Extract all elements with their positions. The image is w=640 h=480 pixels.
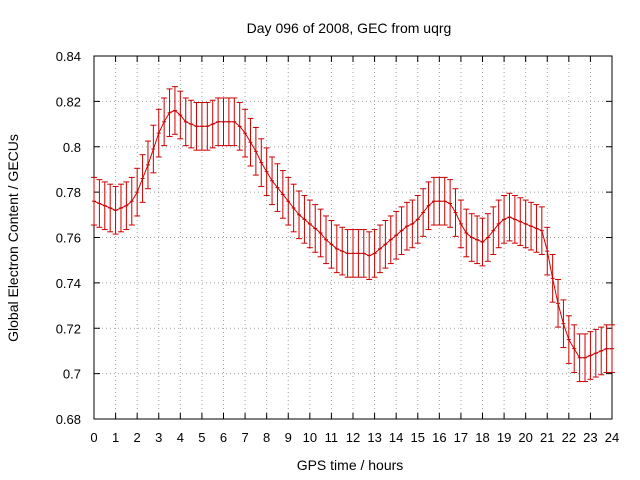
x-tick-label: 17: [454, 430, 468, 445]
x-tick-label: 10: [303, 430, 317, 445]
x-tick-label: 6: [220, 430, 227, 445]
x-tick-label: 23: [583, 430, 597, 445]
x-tick-label: 5: [198, 430, 205, 445]
y-tick-label: 0.84: [56, 49, 81, 64]
x-tick-label: 21: [540, 430, 554, 445]
y-tick-label: 0.82: [56, 94, 81, 109]
x-axis-label: GPS time / hours: [297, 457, 404, 473]
x-tick-label: 2: [134, 430, 141, 445]
x-tick-label: 18: [475, 430, 489, 445]
x-tick-label: 14: [389, 430, 403, 445]
x-tick-label: 15: [411, 430, 425, 445]
x-tick-label: 9: [285, 430, 292, 445]
x-tick-label: 16: [432, 430, 446, 445]
x-tick-label: 7: [241, 430, 248, 445]
x-tick-label: 19: [497, 430, 511, 445]
x-tick-label: 0: [90, 430, 97, 445]
x-tick-label: 3: [155, 430, 162, 445]
x-tick-label: 22: [562, 430, 576, 445]
x-tick-label: 20: [518, 430, 532, 445]
chart-title: Day 096 of 2008, GEC from uqrg: [247, 20, 452, 36]
y-axis-label: Global Electron Content / GECUs: [5, 134, 21, 342]
y-tick-label: 0.76: [56, 231, 81, 246]
y-tick-label: 0.74: [56, 276, 81, 291]
x-tick-label: 8: [263, 430, 270, 445]
axis-ticks: 0 1 2 3 4 5 6 7 8 9 10 11 12 13 14 15 16 17 18 19 20 21 22 23 24…: [56, 49, 620, 445]
x-tick-label: 12: [346, 430, 360, 445]
x-tick-label: 24: [605, 430, 619, 445]
x-tick-label: 4: [177, 430, 184, 445]
x-tick-label: 1: [112, 430, 119, 445]
x-tick-label: 11: [325, 430, 339, 445]
x-tick-label: 13: [367, 430, 381, 445]
y-tick-label: 0.7: [63, 367, 81, 382]
y-tick-label: 0.78: [56, 185, 81, 200]
y-tick-label: 0.72: [56, 321, 81, 336]
y-tick-label: 0.8: [63, 140, 81, 155]
y-tick-label: 0.68: [56, 412, 81, 427]
data-series: [91, 86, 615, 383]
